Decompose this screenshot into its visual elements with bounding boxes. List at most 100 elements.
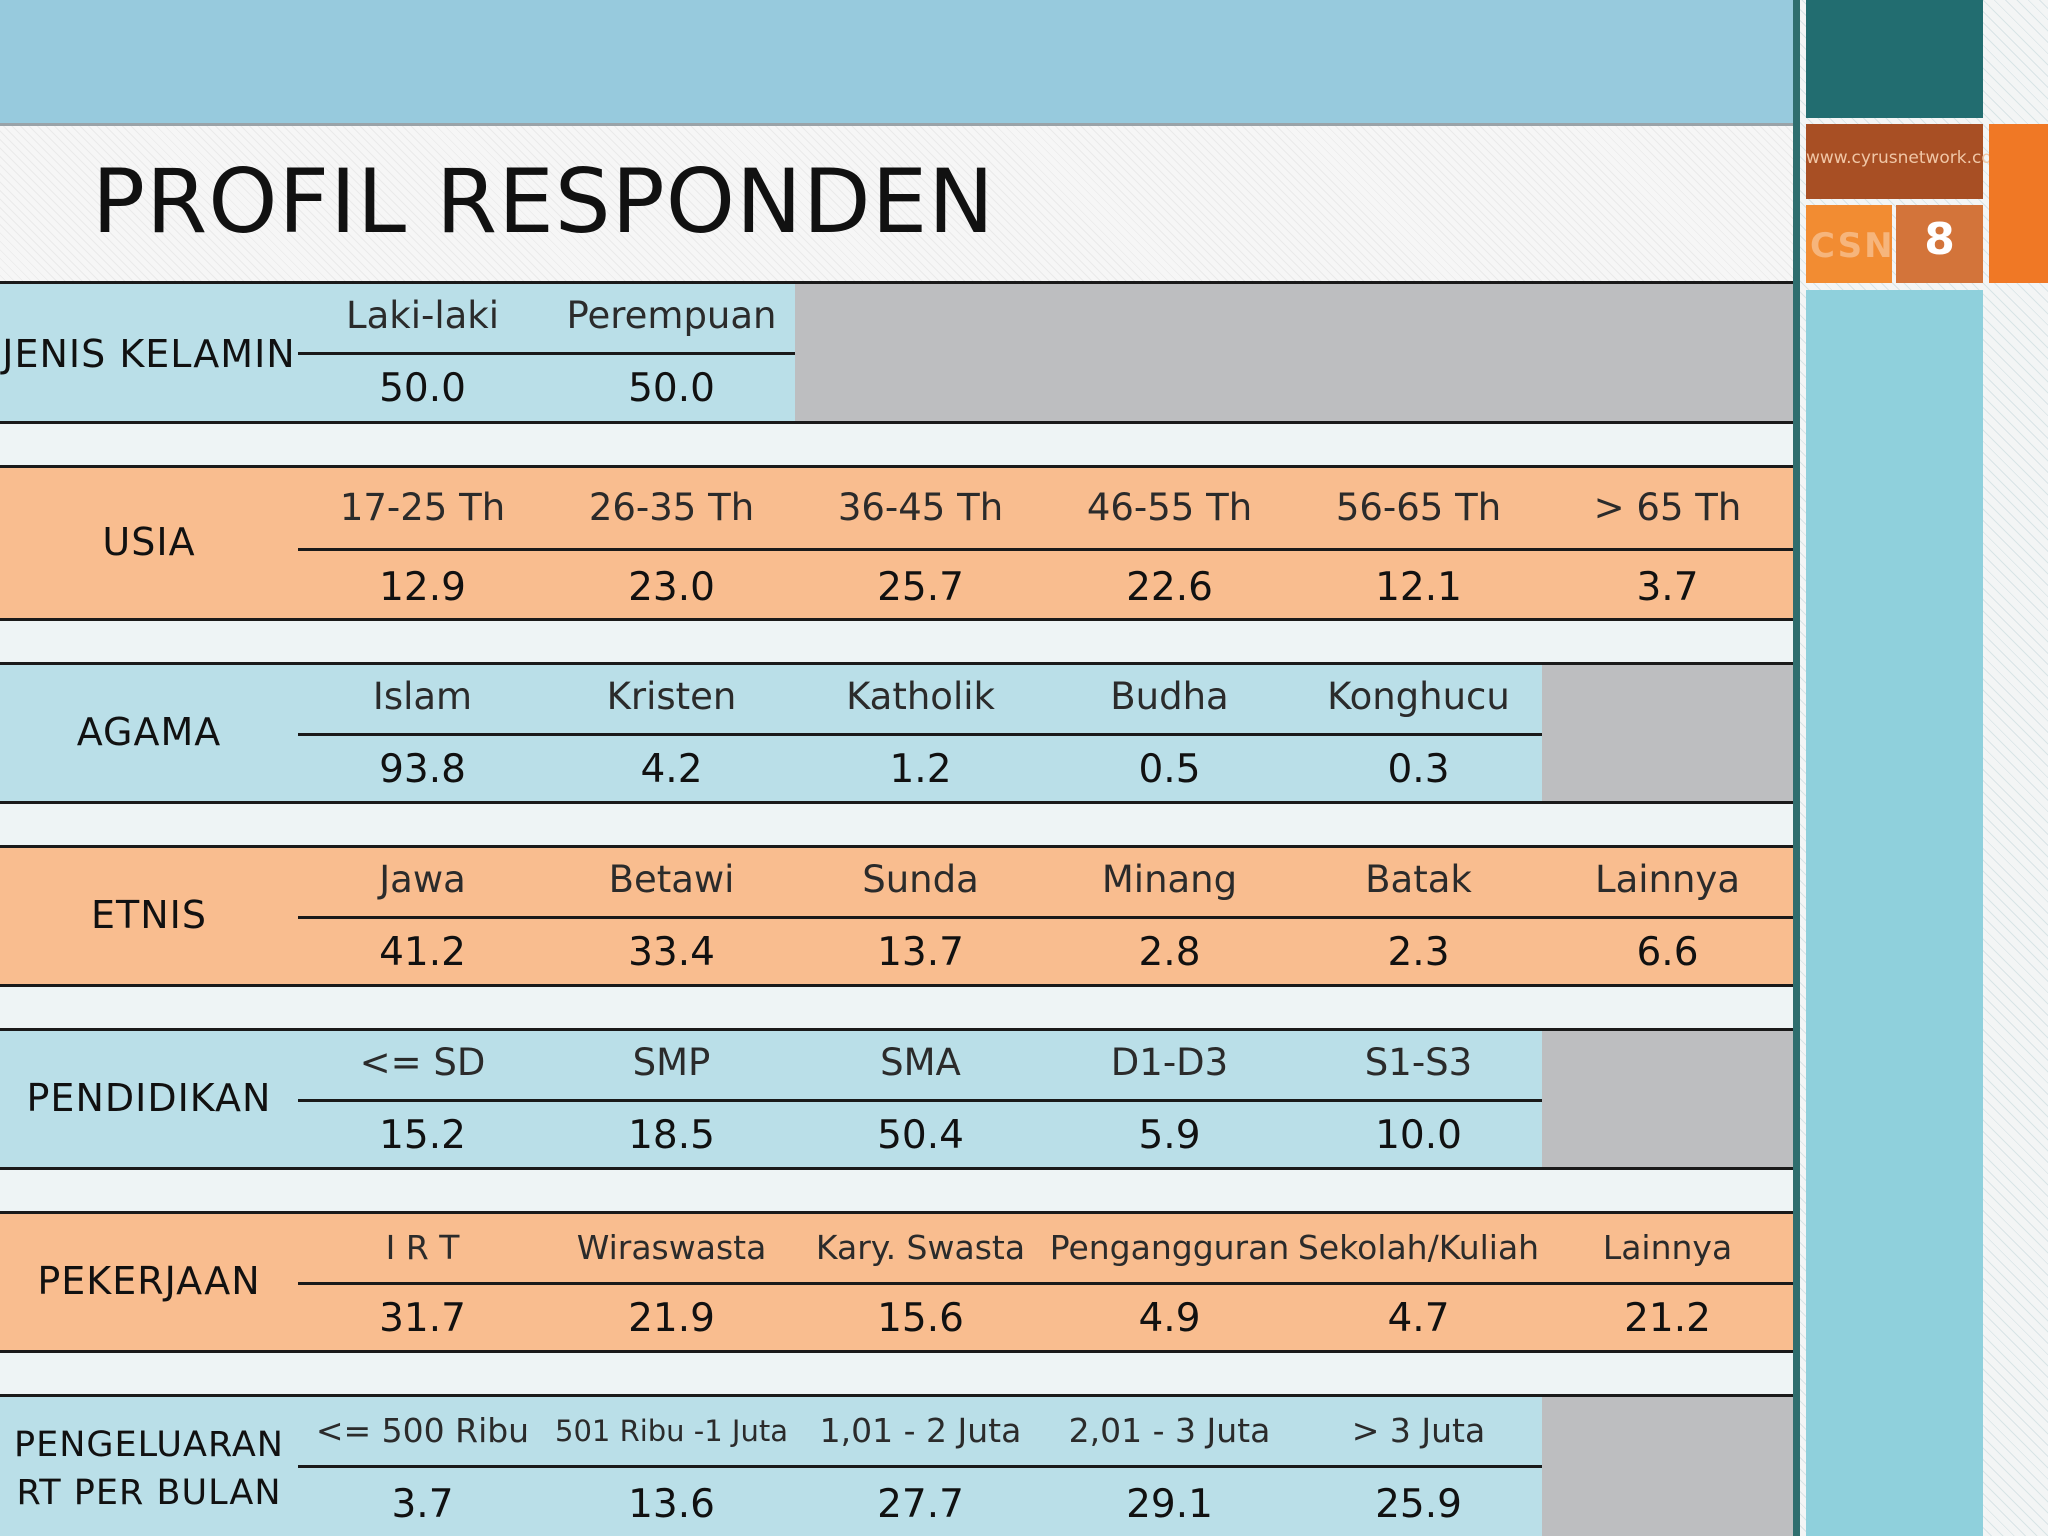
row-label: JENIS KELAMIN: [2, 332, 296, 376]
right-divider: [1793, 0, 1800, 1536]
data-value: 33.4: [628, 930, 715, 975]
column-header: Lainnya: [1594, 858, 1741, 901]
title-band: [0, 126, 1793, 283]
empty-cell: [1542, 1031, 1793, 1167]
column-header: Lainnya: [1602, 1228, 1733, 1267]
data-value: 12.1: [1375, 565, 1462, 610]
column-header: SMP: [632, 1041, 711, 1084]
column-header: 501 Ribu -1 Juta: [555, 1414, 788, 1448]
page-title: PROFIL RESPONDEN: [92, 150, 996, 253]
table-row-etnis: ETNIS Jawa Betawi Sunda Minang Batak Lai…: [0, 845, 1793, 987]
data-value: 31.7: [379, 1296, 466, 1341]
data-value: 15.6: [877, 1296, 964, 1341]
row-label-line1: PENGELUARAN: [14, 1425, 284, 1465]
data-value: 21.2: [1624, 1296, 1711, 1341]
column-header: <= SD: [359, 1041, 486, 1084]
data-value: 3.7: [391, 1482, 454, 1527]
top-banner-divider: [0, 123, 1793, 126]
data-value: 15.2: [379, 1113, 466, 1158]
column-header: > 3 Juta: [1351, 1411, 1486, 1450]
table-row-usia: USIA 17-25 Th 26-35 Th 36-45 Th 46-55 Th…: [0, 465, 1793, 621]
column-header: Batak: [1365, 858, 1472, 901]
data-value: 50.0: [379, 366, 466, 411]
top-banner: [0, 0, 1793, 123]
column-header: Pengangguran: [1049, 1228, 1290, 1267]
row-label: ETNIS: [91, 893, 207, 937]
data-value: 18.5: [628, 1113, 715, 1158]
row-label: USIA: [102, 520, 196, 564]
column-header: Sekolah/Kuliah: [1297, 1228, 1540, 1267]
row-divider: [298, 1282, 1793, 1285]
data-value: 2.8: [1138, 930, 1201, 975]
data-value: 1.2: [889, 747, 952, 792]
data-value: 12.9: [379, 565, 466, 610]
column-header: D1-D3: [1110, 1041, 1229, 1084]
company-logo: CSN: [1810, 226, 1895, 266]
column-header: 46-55 Th: [1086, 486, 1253, 529]
page-number: 8: [1924, 214, 1955, 265]
column-header: Konghucu: [1327, 675, 1510, 718]
data-value: 5.9: [1138, 1113, 1201, 1158]
data-value: 10.0: [1375, 1113, 1462, 1158]
column-header: <= 500 Ribu: [315, 1411, 530, 1450]
column-header: > 65 Th: [1593, 486, 1742, 529]
data-value: 93.8: [379, 747, 466, 792]
empty-cell: [1542, 1397, 1793, 1536]
column-header: Sunda: [862, 858, 979, 901]
column-header: Wiraswasta: [576, 1228, 767, 1267]
logo-block: [1806, 205, 1892, 283]
column-header: 1,01 - 2 Juta: [819, 1411, 1022, 1450]
column-header: Kary. Swasta: [815, 1228, 1026, 1267]
data-value: 23.0: [628, 565, 715, 610]
data-value: 4.2: [640, 747, 703, 792]
column-header: Kristen: [606, 675, 737, 718]
table-row-pengeluaran: PENGELUARAN RT PER BULAN <= 500 Ribu 501…: [0, 1394, 1793, 1536]
data-value: 22.6: [1126, 565, 1213, 610]
data-value: 25.7: [877, 565, 964, 610]
column-header: S1-S3: [1364, 1041, 1473, 1084]
empty-cell: [795, 284, 1793, 421]
row-label: PENDIDIKAN: [26, 1076, 272, 1120]
website-url: www.cyrusnetwork.co: [1806, 148, 1992, 168]
data-value: 0.3: [1387, 747, 1450, 792]
deco-block-teal: [1806, 0, 1983, 118]
page-number-block: [1896, 205, 1983, 283]
column-header: Minang: [1101, 858, 1238, 901]
data-value: 6.6: [1636, 930, 1699, 975]
column-header: Perempuan: [566, 294, 777, 337]
column-header: Jawa: [379, 858, 466, 901]
row-divider: [298, 548, 1793, 551]
empty-cell: [1542, 665, 1793, 801]
deco-block-lightblue: [1806, 290, 1983, 1536]
column-header: I R T: [385, 1228, 460, 1267]
table-row-pekerjaan: PEKERJAAN I R T Wiraswasta Kary. Swasta …: [0, 1211, 1793, 1353]
column-header: SMA: [880, 1041, 961, 1084]
row-divider: [298, 352, 795, 355]
column-header: Laki-laki: [345, 294, 499, 337]
data-value: 4.7: [1387, 1296, 1450, 1341]
data-value: 0.5: [1138, 747, 1201, 792]
column-header: Betawi: [608, 858, 735, 901]
deco-block-orange: [1989, 124, 2048, 283]
column-header: 36-45 Th: [837, 486, 1004, 529]
row-label: AGAMA: [76, 710, 222, 754]
data-value: 41.2: [379, 930, 466, 975]
row-divider: [298, 733, 1542, 736]
column-header: Islam: [372, 675, 473, 718]
data-value: 27.7: [877, 1482, 964, 1527]
row-label: PEKERJAAN: [37, 1259, 261, 1303]
column-header: 56-65 Th: [1335, 486, 1502, 529]
row-divider: [298, 1099, 1542, 1102]
table-row-pendidikan: PENDIDIKAN <= SD SMP SMA D1-D3 S1-S3 15.…: [0, 1028, 1793, 1170]
table-row-agama: AGAMA Islam Kristen Katholik Budha Kongh…: [0, 662, 1793, 804]
data-value: 13.7: [877, 930, 964, 975]
table-row-jenis-kelamin: JENIS KELAMIN Laki-laki Perempuan 50.0 5…: [0, 281, 1793, 424]
column-header: 17-25 Th: [339, 486, 506, 529]
data-value: 4.9: [1138, 1296, 1201, 1341]
data-value: 29.1: [1126, 1482, 1213, 1527]
row-divider: [298, 1465, 1542, 1468]
column-header: Budha: [1110, 675, 1229, 718]
data-value: 21.9: [628, 1296, 715, 1341]
row-divider: [298, 916, 1793, 919]
column-header: 2,01 - 3 Juta: [1068, 1411, 1271, 1450]
